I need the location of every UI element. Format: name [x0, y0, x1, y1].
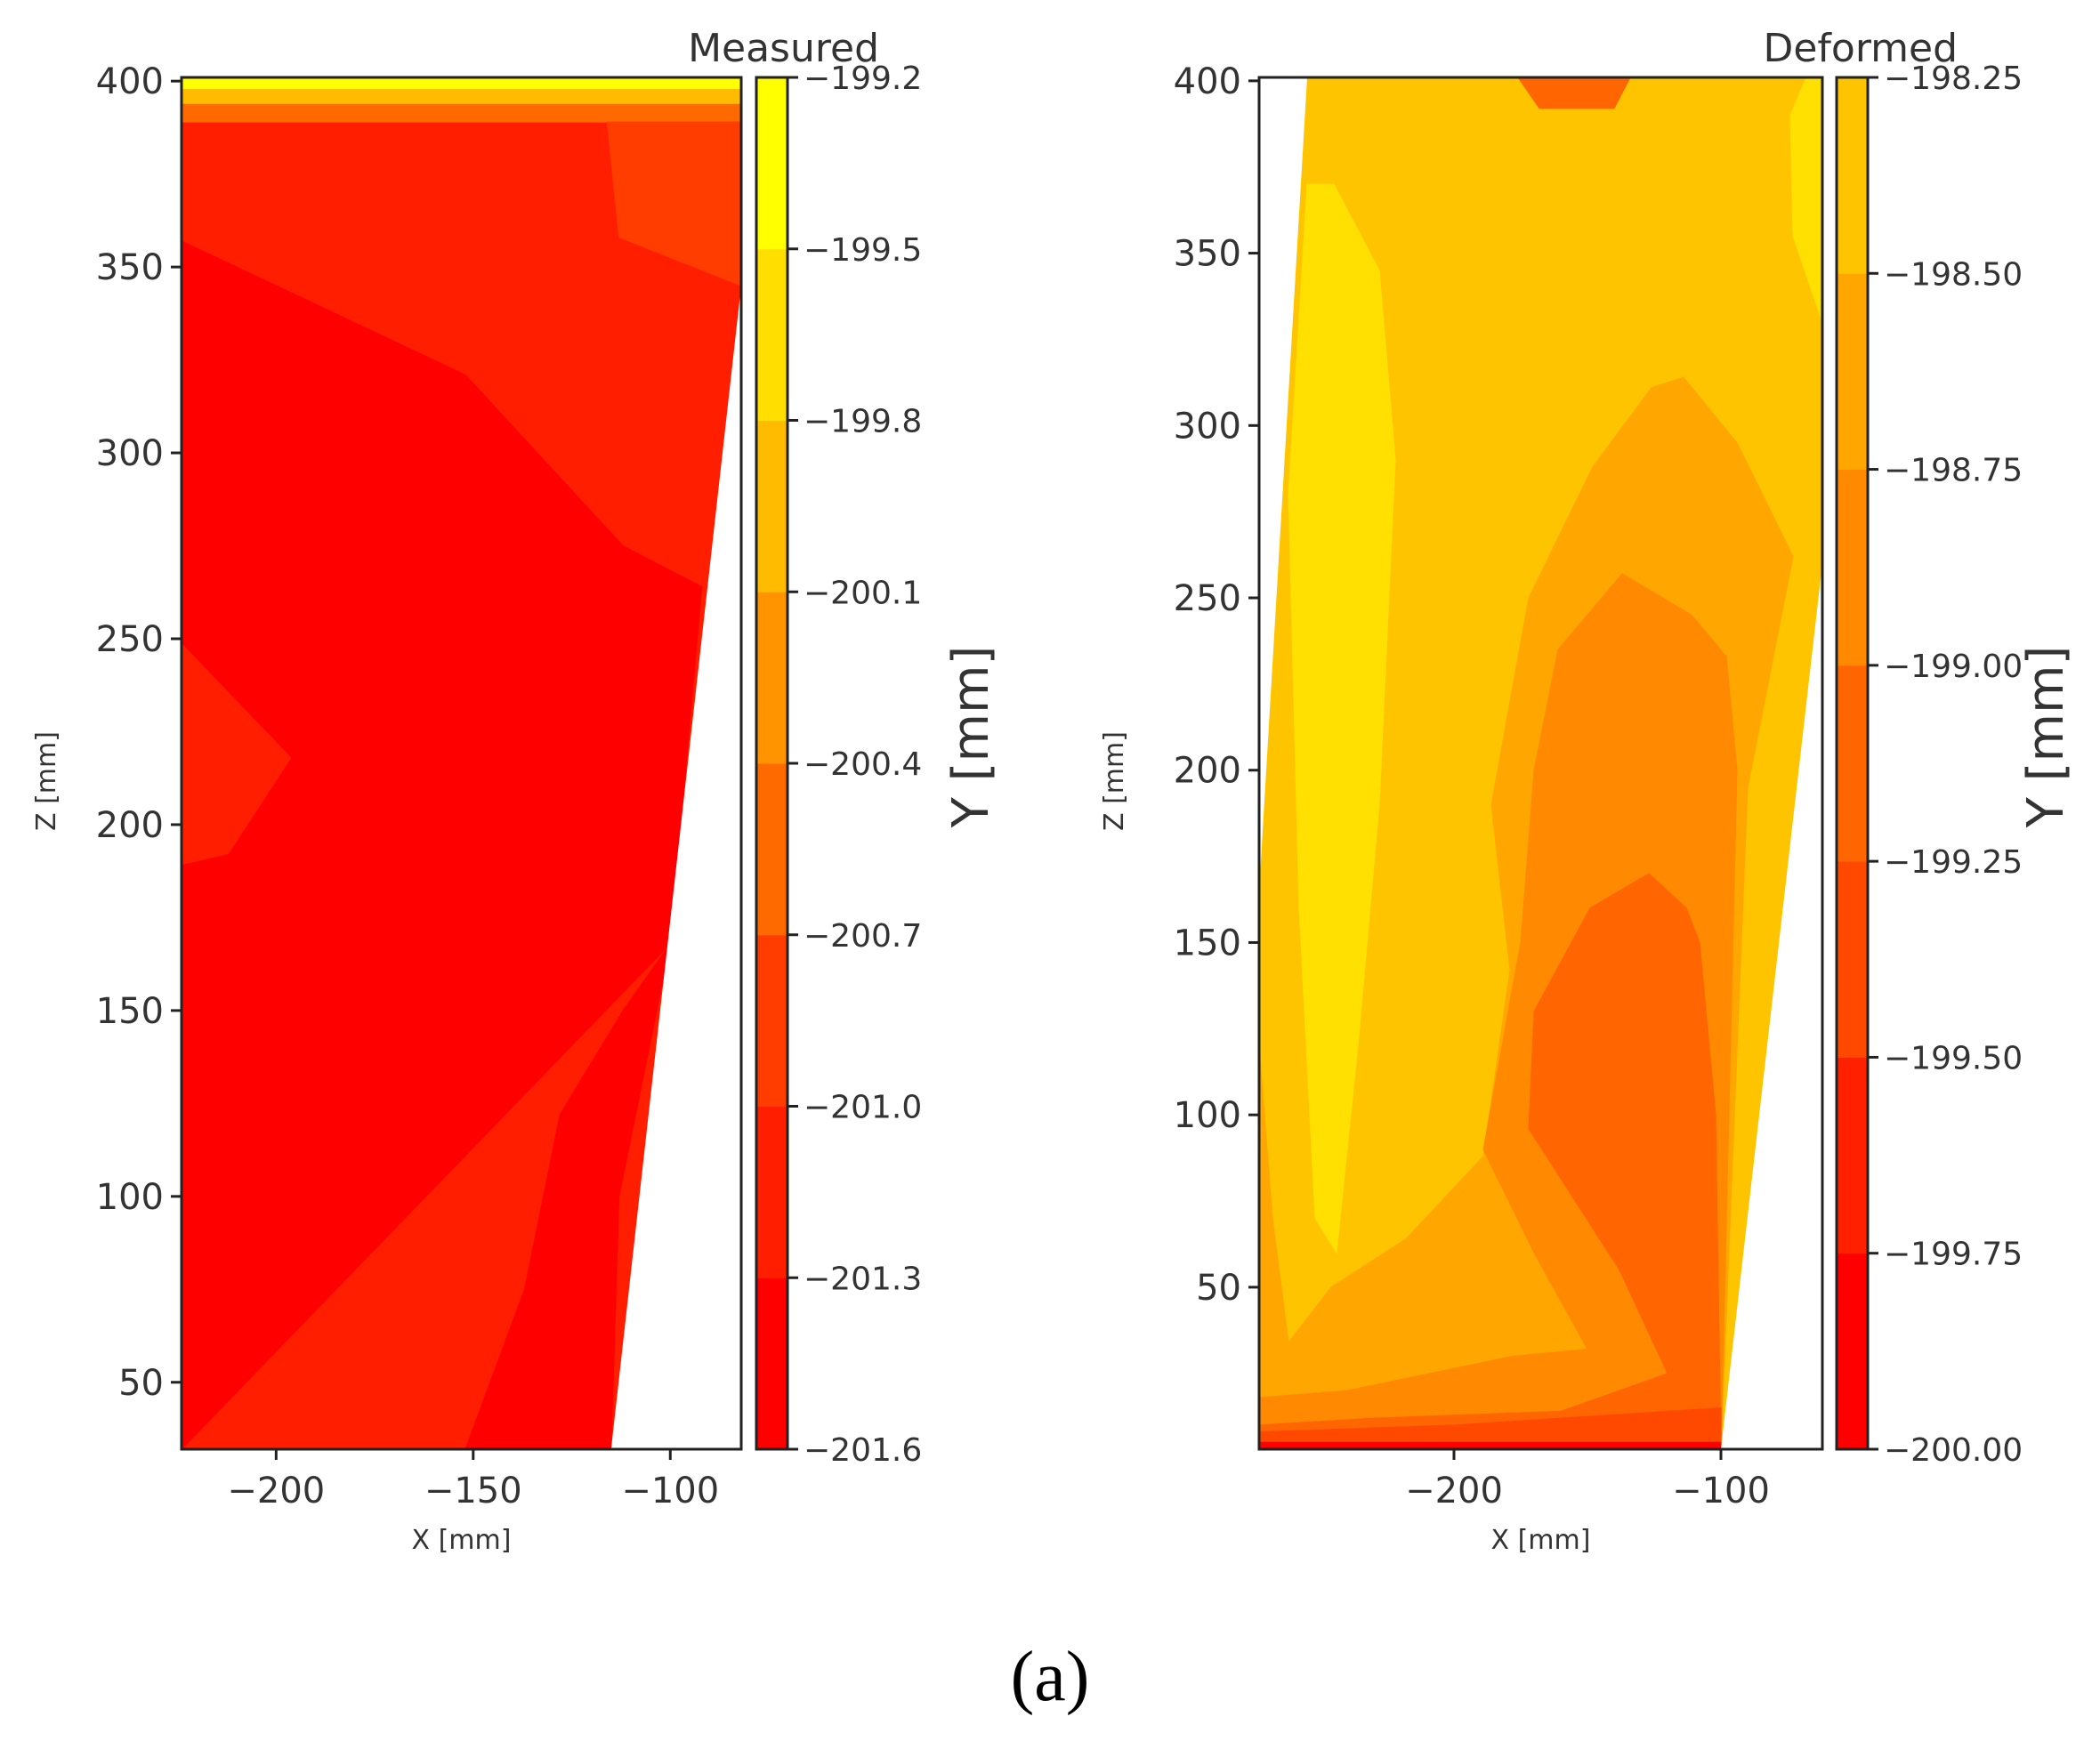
deformed-outside-domain-mask — [1259, 77, 1822, 1449]
measured-y-ticks: 50 100 150 200 250 300 350 400 — [96, 61, 182, 1404]
measured-contour-regions — [181, 77, 742, 1451]
measured-y-tick-label: 250 — [96, 619, 164, 660]
measured-y-tick-label: 350 — [96, 247, 164, 288]
deformed-panel: −200 −100 50 100 150 200 250 300 350 400 Deforme… — [1099, 26, 2075, 1556]
deformed-contour-region-5 — [1258, 873, 1722, 1450]
deformed-colorbar-band-3 — [1837, 665, 1868, 862]
deformed-colorbar-tick-label: −198.75 — [1884, 453, 2023, 489]
measured-x-tick-label: −200 — [227, 1471, 325, 1511]
deformed-contour-regions — [1258, 77, 1823, 1450]
deformed-colorbar-frame — [1835, 76, 1870, 1451]
measured-colorbar-tick-label: −200.1 — [804, 575, 922, 611]
deformed-colorbar-tick-label: −199.50 — [1884, 1040, 2023, 1076]
measured-y-tick-label: 300 — [96, 433, 164, 474]
measured-colorbar-tick-label: −201.0 — [804, 1090, 922, 1126]
deformed-y-tick-label: 300 — [1174, 406, 1241, 447]
deformed-colorbar-ticks: −200.00 −199.75 −199.50 −199.25 −199.00 −198.… — [1868, 60, 2023, 1469]
measured-colorbar-tick-label: −201.6 — [804, 1432, 922, 1469]
measured-colorbar-ticks: −201.6 −201.3 −201.0 −200.7 −200.4 −200.1 −199… — [788, 60, 922, 1469]
measured-colorbar-band-0 — [756, 1278, 788, 1450]
measured-colorbar-tick-label: −199.8 — [804, 404, 922, 440]
deformed-y-axis-label: Z [mm] — [1099, 731, 1130, 831]
deformed-x-axis-label: X [mm] — [1491, 1525, 1591, 1556]
deformed-colorbar-tick-label: −198.25 — [1884, 60, 2023, 97]
deformed-colorbar-band-0 — [1837, 1253, 1868, 1450]
deformed-colorbar-band-2 — [1837, 861, 1868, 1058]
deformed-y-tick-label: 250 — [1174, 578, 1241, 619]
deformed-y-tick-label: 50 — [1196, 1268, 1241, 1309]
measured-colorbar-tick-label: −199.5 — [804, 232, 922, 269]
figure-caption: (a) — [1010, 1638, 1090, 1716]
measured-colorbar-band-3 — [756, 763, 788, 936]
measured-colorbar-band-7 — [756, 77, 788, 250]
deformed-y-tick-label: 200 — [1174, 751, 1241, 792]
measured-y-axis-label: Z [mm] — [31, 731, 62, 831]
measured-y-tick-label: 400 — [96, 61, 164, 102]
deformed-x-ticks: −200 −100 — [1405, 1449, 1770, 1511]
deformed-y-tick-label: 350 — [1174, 234, 1241, 275]
measured-plot-frame — [180, 76, 743, 1451]
deformed-x-tick-label: −100 — [1672, 1471, 1770, 1511]
measured-y-tick-label: 150 — [96, 991, 164, 1032]
deformed-colorbar-tick-label: −199.25 — [1884, 844, 2023, 881]
measured-colorbar-tick-label: −200.7 — [804, 918, 922, 955]
measured-outside-domain-mask — [182, 77, 741, 1449]
measured-colorbar-tick-label: −199.2 — [804, 60, 922, 97]
measured-y-tick-label: 50 — [118, 1363, 164, 1404]
measured-x-tick-label: −150 — [424, 1471, 522, 1511]
measured-colorbar-tick-label: −201.3 — [804, 1261, 922, 1297]
deformed-colorbar-band-5 — [1837, 273, 1868, 471]
deformed-colorbar-tick-label: −198.50 — [1884, 256, 2023, 293]
measured-panel: −200 −150 −100 50 100 150 200 250 300 350 400 Mea… — [31, 26, 1000, 1556]
deformed-y-tick-label: 150 — [1174, 923, 1241, 963]
measured-x-ticks: −200 −150 −100 — [227, 1449, 719, 1511]
deformed-chart-title: Deformed — [1763, 26, 1958, 71]
deformed-colorbar-tick-label: −199.00 — [1884, 649, 2023, 685]
measured-y-tick-label: 100 — [96, 1177, 164, 1218]
measured-colorbar-band-6 — [756, 248, 788, 421]
measured-colorbar-band-1 — [756, 1106, 788, 1278]
deformed-colorbar-label: Y [mm] — [2017, 646, 2075, 829]
deformed-y-tick-label: 100 — [1174, 1095, 1241, 1136]
measured-colorbar-tick-label: −200.4 — [804, 746, 922, 783]
measured-colorbar — [756, 77, 788, 1450]
measured-chart-title: Measured — [688, 26, 879, 71]
measured-colorbar-band-5 — [756, 420, 788, 592]
deformed-y-tick-label: 400 — [1174, 61, 1241, 102]
deformed-colorbar-band-1 — [1837, 1057, 1868, 1254]
measured-colorbar-label: Y [mm] — [942, 646, 1000, 829]
measured-colorbar-band-2 — [756, 934, 788, 1107]
measured-colorbar-band-4 — [756, 592, 788, 764]
measured-x-axis-label: X [mm] — [412, 1525, 512, 1556]
deformed-colorbar-band-4 — [1837, 469, 1868, 666]
deformed-colorbar-tick-label: −199.75 — [1884, 1237, 2023, 1273]
deformed-colorbar-band-6 — [1837, 77, 1868, 274]
deformed-colorbar — [1837, 77, 1868, 1450]
deformed-y-ticks: 50 100 150 200 250 300 350 400 — [1174, 61, 1259, 1309]
deformed-colorbar-tick-label: −200.00 — [1884, 1432, 2023, 1469]
measured-x-tick-label: −100 — [621, 1471, 719, 1511]
measured-y-tick-label: 200 — [96, 805, 164, 846]
deformed-x-tick-label: −200 — [1405, 1471, 1503, 1511]
deformed-contour-region-1 — [1288, 183, 1396, 1254]
measured-contour-region-4 — [181, 77, 742, 89]
deformed-plot-frame — [1257, 76, 1824, 1451]
